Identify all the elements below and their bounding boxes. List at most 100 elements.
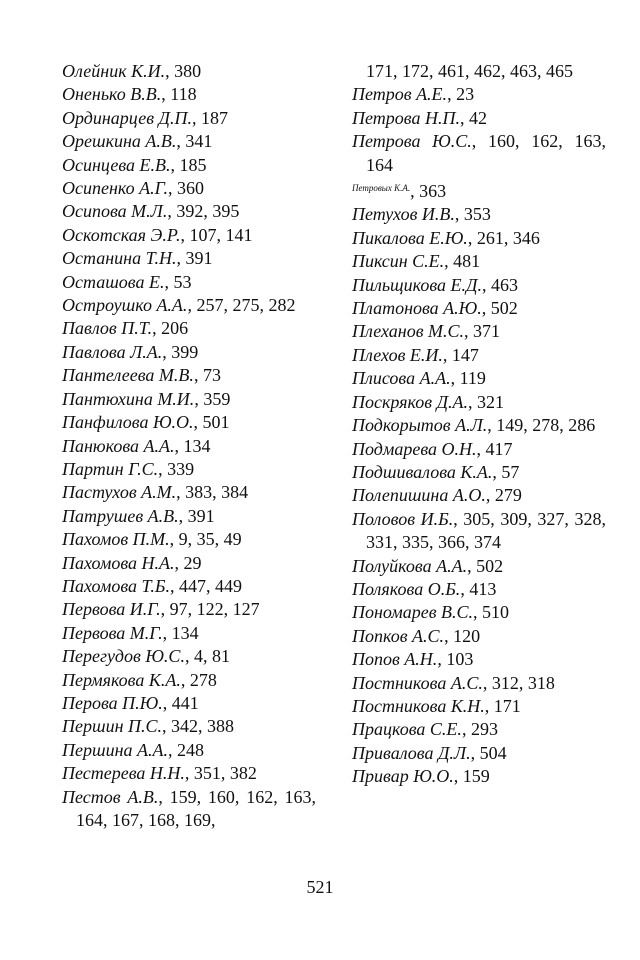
entry-pages: , 73 (193, 365, 221, 386)
entry-name: Подшивалова К.А. (352, 461, 493, 482)
entry-name: Працкова С.Е. (352, 719, 462, 740)
index-entry: Полуйкова А.А., 502 (352, 555, 606, 578)
entry-name: Первова М.Г. (62, 622, 163, 643)
entry-name: Привалова Д.Л. (352, 742, 471, 763)
entry-pages: , 312, 318 (482, 672, 555, 693)
entry-name: Осипенко А.Г. (62, 178, 169, 199)
entry-name: Платонова А.Ю. (352, 298, 482, 319)
entry-pages: , 185 (170, 154, 207, 175)
entry-name: Плехов Е.И. (352, 344, 443, 365)
entry-name: Пестов А.В. (62, 786, 159, 807)
entry-name: Пантелеева М.В. (62, 365, 194, 386)
entry-pages: , 134 (162, 622, 199, 643)
entry-name: Павлова Л.А. (62, 341, 163, 362)
entry-name: Пильщикова Е.Д. (352, 274, 482, 295)
index-entry: Пантелеева М.В., 73 (62, 364, 316, 387)
entry-pages: , 248 (168, 739, 204, 760)
entry-name: Пиксин С.Е. (352, 251, 445, 272)
entry-name: Останина Т.Н. (62, 248, 177, 269)
entry-pages: , 206 (152, 318, 189, 339)
entry-name: Пахомова Н.А. (62, 552, 175, 573)
entry-pages: , 351, 382 (184, 763, 257, 784)
entry-name: Плисова А.А. (352, 368, 451, 389)
entry-name: Першин П.С. (62, 716, 163, 737)
entry-name: Полуйкова А.А. (352, 555, 468, 576)
entry-name: Оскотская Э.Р. (62, 224, 181, 245)
index-entry: Патрушев А.В., 391 (62, 505, 316, 528)
index-entry: Пастухов А.М., 383, 384 (62, 481, 316, 504)
index-entry: Пикалова Е.Ю., 261, 346 (352, 227, 606, 250)
index-entry: Пильщикова Е.Д., 463 (352, 274, 606, 297)
index-entry: Партин Г.С., 339 (62, 458, 316, 481)
entry-pages: , 399 (162, 341, 199, 362)
index-entry: Петров А.Е., 23 (352, 83, 606, 106)
entry-name: Петрова Н.П. (352, 107, 460, 128)
entry-pages: , 342, 388 (162, 716, 235, 737)
index-entry: Осипова М.Л., 392, 395 (62, 200, 316, 223)
entry-pages: , 463 (482, 274, 518, 295)
entry-pages: , 339 (158, 458, 195, 479)
index-entry: Попков А.С., 120 (352, 625, 606, 648)
index-entry: Подшивалова К.А., 57 (352, 461, 606, 484)
entry-name: Партин Г.С. (62, 458, 159, 479)
entry-pages: , 257, 275, 282 (187, 295, 296, 316)
entry-name: Патрушев А.В. (62, 505, 179, 526)
entry-name: Орешкина А.В. (62, 131, 177, 152)
index-entry: Оненько В.В., 118 (62, 83, 316, 106)
index-entry: Подмарева О.Н., 417 (352, 438, 606, 461)
entry-pages: , 371 (464, 321, 501, 342)
entry-name: Половов И.Б. (352, 508, 454, 529)
index-entry: Плеханов М.С., 371 (352, 320, 606, 343)
entry-name: Первова И.Г. (62, 599, 161, 620)
index-entry: Пестерева Н.Н., 351, 382 (62, 762, 316, 785)
index-column-left: Олейник К.И., 380 Оненько В.В., 118 Ордина… (62, 60, 316, 832)
index-entry: Полякова О.Б., 413 (352, 578, 606, 601)
index-entry: Працкова С.Е., 293 (352, 718, 606, 741)
index-entry: Осташова Е., 53 (62, 271, 316, 294)
entry-name: Постникова К.Н. (352, 695, 485, 716)
index-entry: Петрова Н.П., 42 (352, 107, 606, 130)
entry-pages: , 103 (437, 649, 474, 670)
entry-name: Петров А.Е. (352, 84, 448, 105)
entry-pages: , 4, 81 (184, 646, 230, 667)
entry-pages: , 107, 141 (180, 224, 253, 245)
index-entry: Першина А.А., 248 (62, 739, 316, 762)
entry-name: Пахомова Т.Б. (62, 575, 171, 596)
entry-pages: , 321 (468, 391, 505, 412)
index-entry: Пахомова Т.Б., 447, 449 (62, 575, 316, 598)
entry-pages: , 118 (161, 84, 197, 105)
entry-pages: , 261, 346 (467, 227, 540, 248)
entry-name: Подмарева О.Н. (352, 438, 477, 459)
entry-name: Пахомов П.М. (62, 529, 170, 550)
entry-pages: , 413 (460, 578, 497, 599)
entry-pages: , 171 (484, 695, 521, 716)
entry-name: Петрова Ю.С. (352, 131, 472, 152)
entry-pages: , 380 (165, 61, 202, 81)
entry-pages: , 441 (162, 692, 199, 713)
entry-name: Петровых К.А. (352, 183, 411, 194)
entry-name: Пикалова Е.Ю. (352, 227, 468, 248)
entry-pages: , 447, 449 (170, 575, 243, 596)
entry-name: Поскряков Д.А. (352, 391, 469, 412)
entry-pages: , 57 (492, 461, 520, 482)
entry-name: Павлов П.Т. (62, 318, 153, 339)
index-entry: Олейник К.И., 380 (62, 60, 316, 83)
entry-pages: , 29 (174, 552, 202, 573)
index-entry: Орешкина А.В., 341 (62, 130, 316, 153)
index-entry: Осипенко А.Г., 360 (62, 177, 316, 200)
entry-pages: , 53 (164, 271, 192, 292)
entry-pages: , 391 (176, 248, 213, 269)
entry-pages: , 147 (442, 344, 479, 365)
index-entry: Осинцева Е.В., 185 (62, 154, 316, 177)
index-entry: Поскряков Д.А., 321 (352, 391, 606, 414)
entry-name: Осинцева Е.В. (62, 154, 171, 175)
entry-name: Осипова М.Л. (62, 201, 168, 222)
entry-pages: , 23 (447, 84, 475, 105)
entry-pages: , 383, 384 (176, 482, 249, 503)
entry-name: Оненько В.В. (62, 84, 162, 105)
entry-pages: , 293 (461, 719, 498, 740)
page-number: 521 (306, 877, 334, 897)
index-entry: Перегудов Ю.С., 4, 81 (62, 645, 316, 668)
entry-pages: , 510 (473, 602, 510, 623)
index-entry: Остроушко А.А., 257, 275, 282 (62, 294, 316, 317)
